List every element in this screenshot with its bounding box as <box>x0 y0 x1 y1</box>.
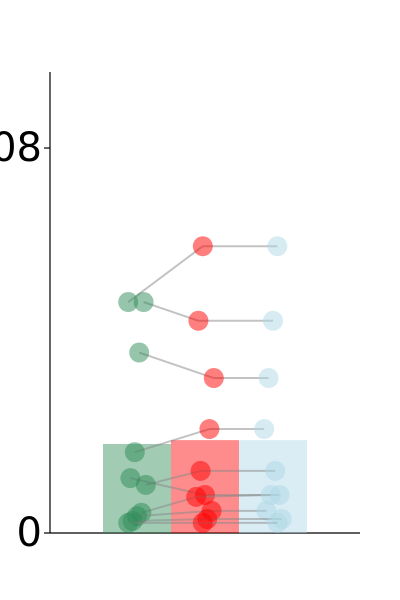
point <box>258 368 279 389</box>
pair-line <box>196 493 271 498</box>
point <box>263 310 283 331</box>
pair-line <box>138 351 215 379</box>
point <box>129 342 150 363</box>
point <box>203 368 224 389</box>
point <box>267 512 288 533</box>
point <box>192 512 213 533</box>
point <box>192 236 213 257</box>
point <box>190 460 211 481</box>
point <box>188 310 209 331</box>
point <box>135 474 156 495</box>
point <box>118 512 139 533</box>
point <box>118 292 139 313</box>
point <box>260 484 281 505</box>
y-tick-label: 0.08 <box>0 125 42 171</box>
point <box>120 468 141 489</box>
point <box>124 442 145 463</box>
point <box>265 460 286 481</box>
pair-line <box>136 509 212 518</box>
point <box>186 486 207 507</box>
pair-line <box>134 428 210 454</box>
point <box>254 419 275 440</box>
point <box>267 236 288 257</box>
y-tick-label: 0 <box>17 510 42 556</box>
point <box>199 419 220 440</box>
point <box>133 292 154 313</box>
